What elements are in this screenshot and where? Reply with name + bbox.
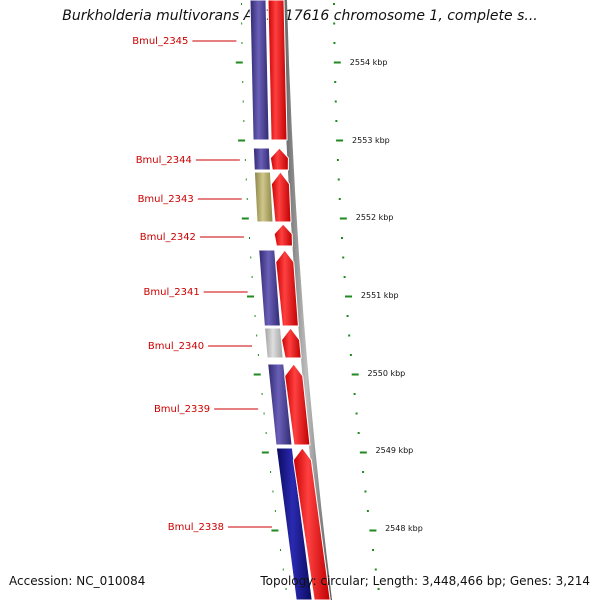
scale-label: 2554 kbp xyxy=(350,58,388,67)
scale-label: 2551 kbp xyxy=(361,291,399,300)
scale-label: 2548 kbp xyxy=(385,524,423,533)
scale-labels: 2554 kbp 2553 kbp 2552 kbp 2551 kbp 2550 kbp… xyxy=(350,58,423,533)
forward-gene-Bmul_2339[interactable] xyxy=(284,363,311,446)
forward-gene-Bmul_2342[interactable] xyxy=(273,223,294,247)
gene-label-Bmul_2345[interactable]: Bmul_2345 xyxy=(132,36,188,47)
gene-label-Bmul_2339[interactable]: Bmul_2339 xyxy=(154,404,210,415)
scale-label: 2550 kbp xyxy=(368,369,406,378)
reverse-gene-Bmul_2338[interactable] xyxy=(275,447,313,600)
gene-label-Bmul_2344[interactable]: Bmul_2344 xyxy=(136,155,192,166)
genome-summary: Topology: circular; Length: 3,448,466 bp… xyxy=(260,574,590,588)
reverse-gene-Bmul_2343[interactable] xyxy=(253,171,274,223)
gene-label-Bmul_2341[interactable]: Bmul_2341 xyxy=(144,287,200,298)
forward-gene-Bmul_2343[interactable] xyxy=(270,171,292,223)
scale-ticks xyxy=(235,3,380,590)
map-title: Burkholderia multivorans ATCC 17616 chro… xyxy=(62,8,538,24)
gene-labels: Bmul_2345 Bmul_2344 Bmul_2343 Bmul_2342 Bmul… xyxy=(132,36,272,533)
forward-gene-Bmul_2344[interactable] xyxy=(269,147,289,171)
forward-gene-Bmul_2338[interactable] xyxy=(292,447,331,600)
forward-gene-Bmul_2340[interactable] xyxy=(281,327,302,359)
reverse-gene-Bmul_2344[interactable] xyxy=(252,147,271,171)
reverse-strand-genes xyxy=(249,0,313,600)
gene-label-Bmul_2340[interactable]: Bmul_2340 xyxy=(148,341,204,352)
forward-gene-Bmul_2341[interactable] xyxy=(275,249,299,327)
forward-gene-Bmul_2345[interactable] xyxy=(267,0,288,141)
reverse-gene-Bmul_2345[interactable] xyxy=(249,0,270,141)
gene-label-Bmul_2342[interactable]: Bmul_2342 xyxy=(140,232,196,243)
reverse-gene-Bmul_2339[interactable] xyxy=(267,363,293,446)
backbone-arc xyxy=(281,0,332,600)
reverse-gene-Bmul_2340[interactable] xyxy=(264,327,284,359)
scale-label: 2552 kbp xyxy=(356,213,394,222)
gene-label-Bmul_2338[interactable]: Bmul_2338 xyxy=(168,522,224,533)
scale-label: 2553 kbp xyxy=(352,136,390,145)
forward-strand-genes xyxy=(267,0,331,600)
gene-label-Bmul_2343[interactable]: Bmul_2343 xyxy=(138,194,194,205)
scale-label: 2549 kbp xyxy=(376,446,414,455)
reverse-gene-Bmul_2341[interactable] xyxy=(258,249,281,327)
accession-text: Accession: NC_010084 xyxy=(9,574,146,588)
